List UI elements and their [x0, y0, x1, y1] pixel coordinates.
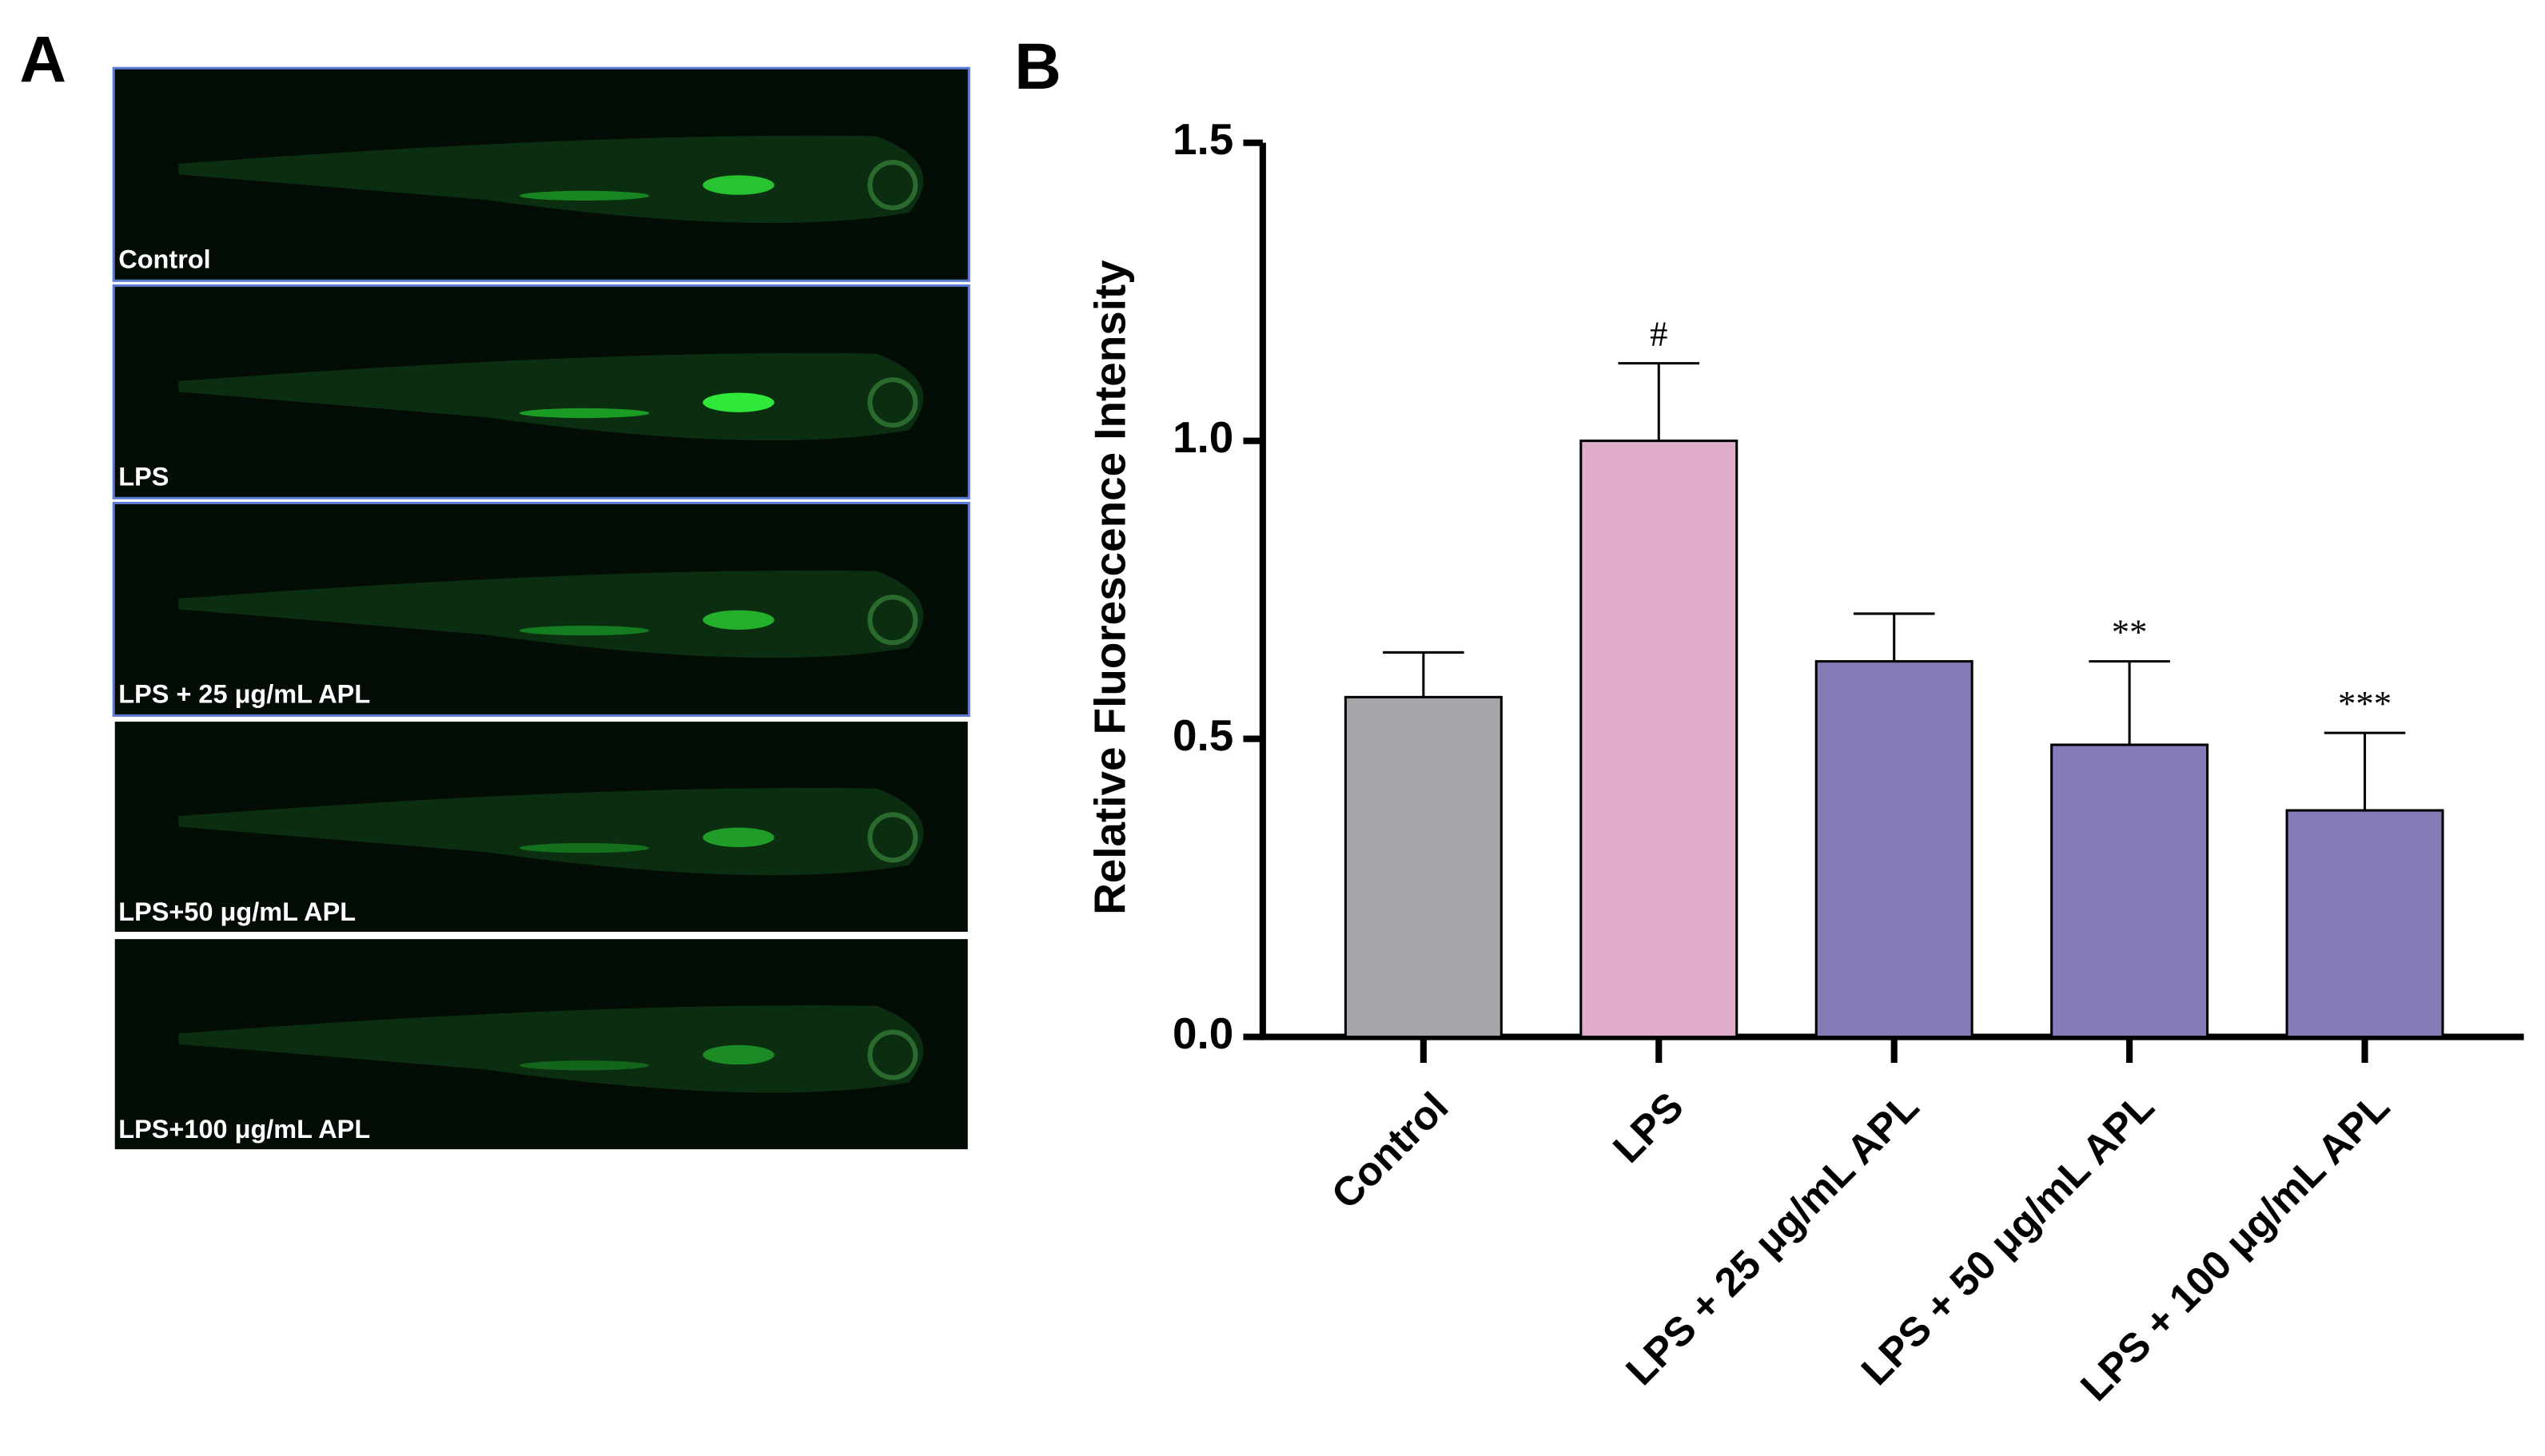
image-label: LPS+100 μg/mL APL — [118, 1115, 370, 1144]
panel-label: A — [19, 24, 66, 97]
larva-body — [178, 570, 924, 658]
fluorescence-spot — [519, 843, 650, 853]
larva-body — [178, 1005, 924, 1093]
x-tick-label: Control — [1323, 1084, 1457, 1218]
image-label: Control — [118, 245, 210, 273]
fluorescence-spot — [519, 408, 650, 419]
larva-eye — [867, 595, 918, 646]
fluorescence-spot — [703, 175, 775, 195]
bar — [1344, 695, 1503, 1039]
image-label: LPS + 25 μg/mL APL — [118, 680, 370, 709]
fluorescence-spot — [519, 625, 650, 636]
x-tick-label: LPS — [1604, 1084, 1692, 1172]
y-tick-label: 1.0 — [1173, 412, 1233, 462]
fluorescence-spot — [519, 190, 650, 201]
fluorescence-spot — [703, 1044, 775, 1065]
image-label: LPS — [118, 463, 169, 491]
significance-mark: *** — [2338, 683, 2392, 723]
fluorescence-spot — [703, 827, 775, 848]
y-tick-label: 0.5 — [1173, 710, 1233, 760]
fluorescence-spot — [703, 610, 775, 630]
y-axis-label: Relative Fluorescence Intensity — [1085, 260, 1134, 915]
bar — [1579, 440, 1738, 1039]
larva-eye — [867, 160, 918, 211]
significance-mark: ** — [2112, 611, 2148, 651]
panel-label: B — [1014, 30, 1061, 103]
y-tick-label: 0.0 — [1173, 1008, 1233, 1058]
fluorescence-spot — [703, 392, 775, 412]
fluorescence-spot — [519, 1060, 650, 1071]
bar — [1814, 660, 1973, 1039]
bar — [2285, 809, 2444, 1039]
y-tick-label: 1.5 — [1173, 114, 1233, 164]
larva-eye — [867, 1029, 918, 1080]
larva-body — [178, 352, 924, 441]
larva-body — [178, 135, 924, 223]
bar — [2050, 743, 2209, 1039]
significance-mark: # — [1650, 313, 1667, 353]
larva-eye — [867, 377, 918, 428]
image-label: LPS+50 μg/mL APL — [118, 897, 356, 926]
larva-body — [178, 788, 924, 876]
larva-eye — [867, 812, 918, 863]
